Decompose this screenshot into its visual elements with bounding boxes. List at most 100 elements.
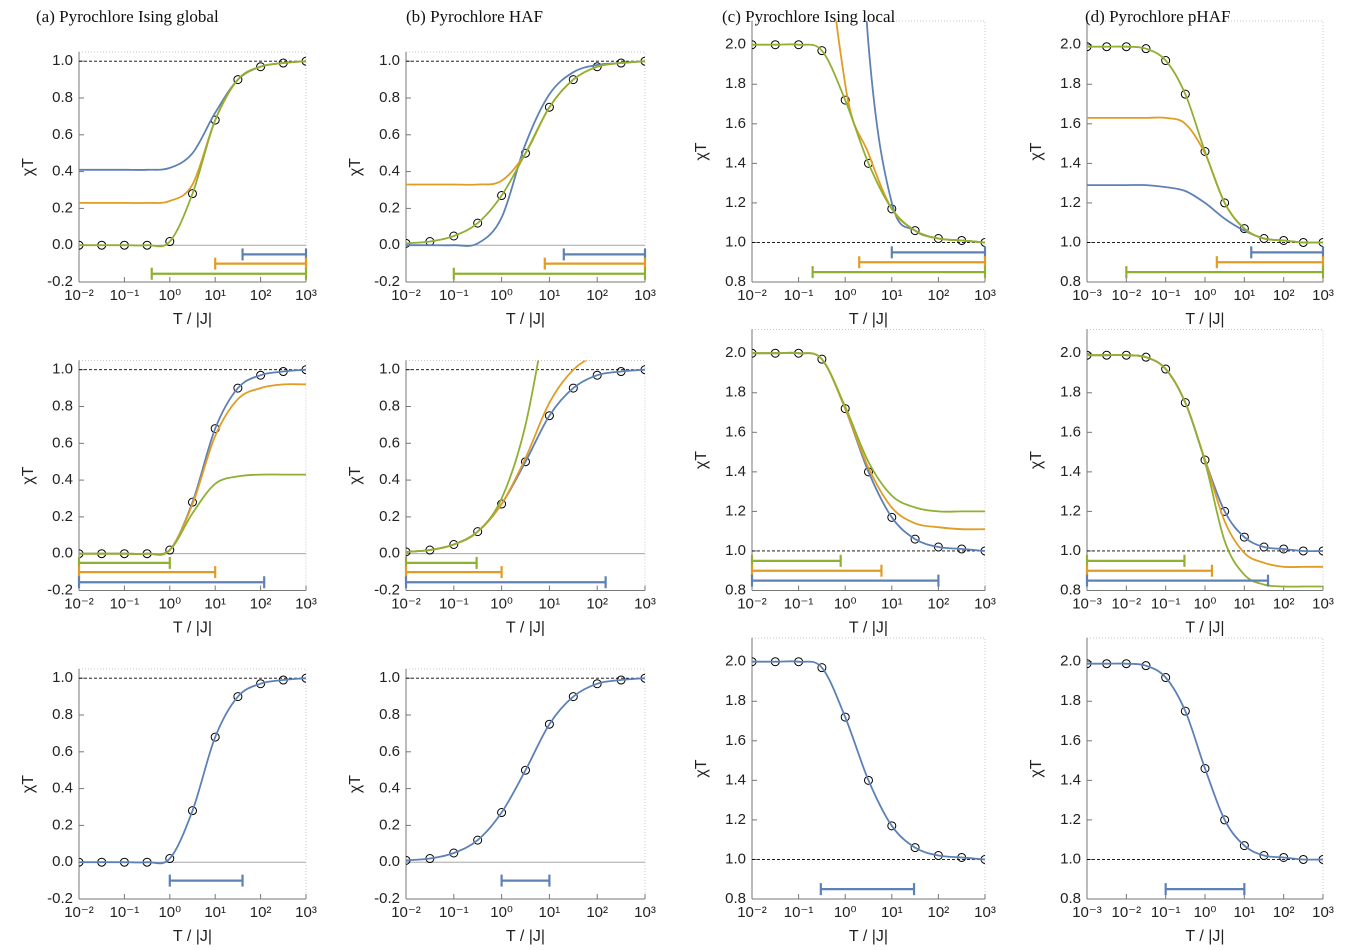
x-tick-label: 10⁰ [490, 287, 513, 304]
fit-curve [865, 21, 985, 244]
x-axis-label: T / |J| [1185, 928, 1224, 945]
y-tick-label: 0.8 [52, 89, 73, 106]
y-tick-label: 0.6 [52, 743, 73, 760]
data-point [165, 545, 175, 555]
x-tick-label: 10⁰ [158, 287, 181, 304]
x-tick-label: 10² [928, 287, 950, 304]
fit-curve [752, 660, 985, 861]
data-point [210, 732, 220, 742]
y-tick-label: -0.2 [47, 581, 73, 598]
y-tick-label: 0.8 [1060, 273, 1081, 290]
plot-frame [405, 51, 646, 283]
y-axis-label: χT [1028, 759, 1045, 777]
plot-area [1087, 350, 1323, 588]
y-tick-label: 1.6 [1060, 423, 1081, 440]
y-tick-label: 0.2 [52, 508, 73, 525]
x-tick-label: 10⁻¹ [1151, 287, 1181, 304]
y-axis-label: χT [693, 142, 710, 160]
y-tick-label: 1.0 [1060, 850, 1081, 867]
data-point [187, 189, 197, 199]
fit-range [241, 248, 308, 261]
data-point [887, 512, 897, 522]
panel-title: (d) Pyrochlore pHAF [1085, 7, 1230, 26]
y-tick-label: 1.2 [725, 502, 746, 519]
y-tick-label: 0.0 [52, 545, 73, 562]
data-point [256, 62, 266, 72]
fit-curve [79, 60, 306, 204]
y-tick-label: 0.2 [52, 199, 73, 216]
plot-area [752, 657, 985, 864]
y-tick-label: 0.8 [52, 397, 73, 414]
data-point [449, 540, 459, 549]
x-tick-label: 10⁰ [158, 595, 181, 612]
x-tick-label: 10¹ [1233, 287, 1255, 304]
data-point [568, 75, 578, 85]
fit-range [562, 248, 647, 261]
y-tick-label: 0.0 [52, 236, 73, 253]
panel-title: (c) Pyrochlore Ising local [722, 7, 896, 26]
x-tick-label: 10⁻² [64, 287, 94, 304]
y-tick-label: 1.0 [1060, 542, 1081, 559]
x-tick-label: 10³ [295, 287, 317, 304]
data-point [568, 383, 578, 393]
y-tick-label: -0.2 [374, 581, 400, 598]
x-tick-label: 10⁰ [490, 904, 513, 921]
x-axis-label: T / |J| [506, 311, 545, 328]
y-tick-label: 1.4 [1060, 154, 1081, 171]
plot-area [1087, 42, 1323, 247]
fit-range [404, 566, 503, 579]
x-tick-label: 10³ [974, 904, 996, 921]
plot-frame [751, 329, 986, 591]
x-axis-label: T / |J| [849, 928, 888, 945]
x-tick-label: 10⁻² [737, 595, 767, 612]
plot-frame [78, 51, 307, 283]
x-tick-label: 10⁰ [834, 595, 857, 612]
x-axis-label: T / |J| [173, 620, 212, 637]
fit-curve [406, 677, 645, 862]
y-axis-label: χT [20, 158, 37, 176]
data-point [497, 191, 507, 201]
y-tick-label: 0.8 [725, 273, 746, 290]
fit-range [1164, 883, 1246, 896]
fit-curve [406, 360, 588, 553]
data-point [592, 62, 602, 72]
data-point [817, 663, 827, 673]
plot-frame [78, 360, 307, 591]
fit-range [858, 256, 987, 269]
x-tick-label: 10² [586, 595, 608, 612]
fit-curve [1087, 184, 1323, 244]
data-point [910, 534, 920, 544]
plot-area [406, 56, 645, 248]
x-tick-label: 10² [1273, 904, 1295, 921]
x-tick-label: 10⁰ [490, 595, 513, 612]
y-tick-label: 1.0 [52, 52, 73, 69]
x-tick-label: 10³ [1312, 904, 1334, 921]
x-tick-label: 10⁻¹ [110, 595, 140, 612]
fit-curve [406, 360, 540, 553]
data-point [910, 843, 920, 853]
y-tick-label: 2.0 [1060, 653, 1081, 670]
data-point [817, 46, 827, 56]
panel: -0.2 0.0 0.2 0.4 0.6 0.8 1.0 10⁻² 10⁻¹ 10⁰ 10¹ 10² 1… [347, 360, 656, 637]
data-point [1239, 532, 1249, 542]
x-tick-label: 10⁻² [391, 287, 421, 304]
fit-curve [79, 473, 306, 556]
data-point [449, 848, 459, 858]
y-tick-label: 0.4 [379, 780, 400, 797]
x-tick-label: 10⁻² [391, 595, 421, 612]
fit-curve [1087, 45, 1323, 244]
data-point [1239, 841, 1249, 851]
x-tick-label: 10² [250, 287, 272, 304]
panel: 0.8 1.0 1.2 1.4 1.6 1.8 2.0 10⁻³ 10⁻² 10⁻¹ 10⁰ 10¹ 1… [1028, 637, 1334, 945]
y-tick-label: 1.0 [52, 669, 73, 686]
fit-curve [1087, 354, 1323, 588]
data-point [1220, 815, 1230, 825]
panel: -0.2 0.0 0.2 0.4 0.6 0.8 1.0 10⁻² 10⁻¹ 10⁰ 10¹ 10² 1… [20, 360, 317, 637]
fit-curve [1087, 116, 1323, 244]
data-point [592, 679, 602, 689]
x-axis-label: T / |J| [849, 620, 888, 637]
fit-range [1215, 256, 1325, 269]
y-axis-label: χT [20, 466, 37, 484]
data-point [910, 226, 920, 236]
